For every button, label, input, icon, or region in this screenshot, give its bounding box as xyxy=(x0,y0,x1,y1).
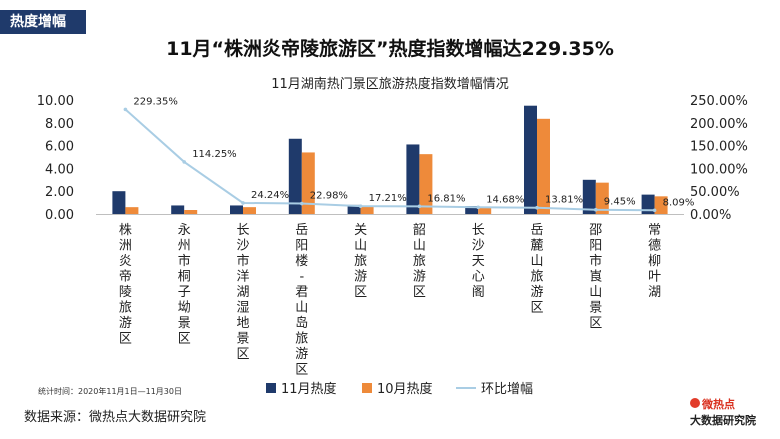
data-label: 14.68% xyxy=(486,194,524,205)
bar-oct xyxy=(301,152,315,214)
line-point xyxy=(241,201,245,205)
data-label: 9.45% xyxy=(604,197,636,208)
line-point xyxy=(182,160,186,164)
line-point xyxy=(476,205,481,210)
bar-oct xyxy=(654,196,668,214)
line-point xyxy=(358,204,363,208)
bar-oct xyxy=(125,207,139,214)
data-label: 17.21% xyxy=(369,193,407,204)
y-right-tick-label: 150.00% xyxy=(690,140,748,155)
line-point xyxy=(594,207,598,212)
logo-dot-icon xyxy=(690,398,700,408)
x-tick-label: 长沙天心阁 xyxy=(472,223,485,300)
data-label: 114.25% xyxy=(192,149,237,160)
x-tick-label: 株洲炎帝陵旅游区 xyxy=(119,223,132,347)
y-right-tick-label: 100.00% xyxy=(690,162,748,177)
line-point xyxy=(652,208,657,213)
bar-nov xyxy=(288,138,302,214)
x-tick-label: 关山旅游区 xyxy=(354,223,367,300)
y-left-tick-label: 8.00 xyxy=(45,117,74,132)
x-tick-label: 岳麓山旅游区 xyxy=(530,223,543,316)
line-mom-growth xyxy=(124,108,655,212)
x-tick-label: 常德柳叶湖 xyxy=(648,223,661,300)
data-label: 16.81% xyxy=(427,193,465,204)
data-label: 24.24% xyxy=(251,190,289,201)
line-point xyxy=(300,201,304,206)
data-label: 22.98% xyxy=(310,191,348,202)
bar-oct xyxy=(243,207,256,214)
bar-nov xyxy=(112,191,126,214)
bar-nov xyxy=(641,194,655,214)
bar-nov xyxy=(465,206,479,214)
bar-oct xyxy=(478,207,492,214)
y-left-tick-label: 6.00 xyxy=(45,140,74,155)
legend-label-oct: 10月热度 xyxy=(377,381,433,397)
line-point xyxy=(535,205,539,210)
x-tick-label: 长沙市洋湖湿地景区 xyxy=(236,223,249,362)
stats-period-note: 统计时间：2020年11月1日—11月30日 xyxy=(38,387,182,396)
bar-nov xyxy=(171,205,185,214)
line-point xyxy=(123,107,128,112)
bar-nov xyxy=(582,179,596,214)
logo-line1: 微热点 xyxy=(702,398,735,411)
data-label: 8.09% xyxy=(663,197,695,208)
data-source: 数据来源：微热点大数据研究院 xyxy=(24,410,207,425)
bar-oct xyxy=(184,210,198,214)
y-left-tick-label: 0.00 xyxy=(45,208,74,223)
y-right-tick-label: 200.00% xyxy=(690,117,748,132)
bar-nov xyxy=(406,144,420,214)
bar-oct xyxy=(419,154,433,214)
y-left-tick-label: 2.00 xyxy=(45,185,74,200)
logo-line2: 大数据研究院 xyxy=(690,414,756,427)
data-label: 13.81% xyxy=(545,195,583,206)
bar-oct xyxy=(537,118,550,214)
legend-label-line: 环比增幅 xyxy=(481,382,533,397)
bar-nov xyxy=(524,105,537,214)
x-tick-label: 永州市桐子坳景区 xyxy=(178,223,191,347)
bar-oct xyxy=(360,206,374,214)
bar-nov xyxy=(230,205,243,214)
y-right-tick-label: 0.00% xyxy=(690,208,731,223)
line-point xyxy=(417,204,422,209)
bar-nov xyxy=(347,204,361,214)
y-right-tick-label: 50.00% xyxy=(690,185,740,200)
brand-logo: 微热点 大数据研究院 xyxy=(690,396,774,432)
y-right-tick-label: 250.00% xyxy=(690,94,748,109)
page-title: 11月“株洲炎帝陵旅游区”热度指数增幅达229.35% xyxy=(166,38,614,60)
chart-title: 11月湖南热门景区旅游热度指数增幅情况 xyxy=(271,76,509,92)
y-left-tick-label: 10.00 xyxy=(37,94,74,109)
x-tick-label: 邵阳市崀山景区 xyxy=(589,223,602,331)
bar-oct xyxy=(595,182,609,214)
legend-label-nov: 11月热度 xyxy=(281,381,337,397)
x-tick-label: 岳阳楼-君山岛旅游区 xyxy=(295,223,308,378)
y-left-tick-label: 4.00 xyxy=(45,162,74,177)
legend-swatch-nov xyxy=(266,383,276,393)
section-tag: 热度增幅 xyxy=(0,10,86,34)
data-label: 229.35% xyxy=(133,96,178,107)
legend-swatch-oct xyxy=(362,383,372,393)
x-tick-label: 韶山旅游区 xyxy=(413,222,426,300)
